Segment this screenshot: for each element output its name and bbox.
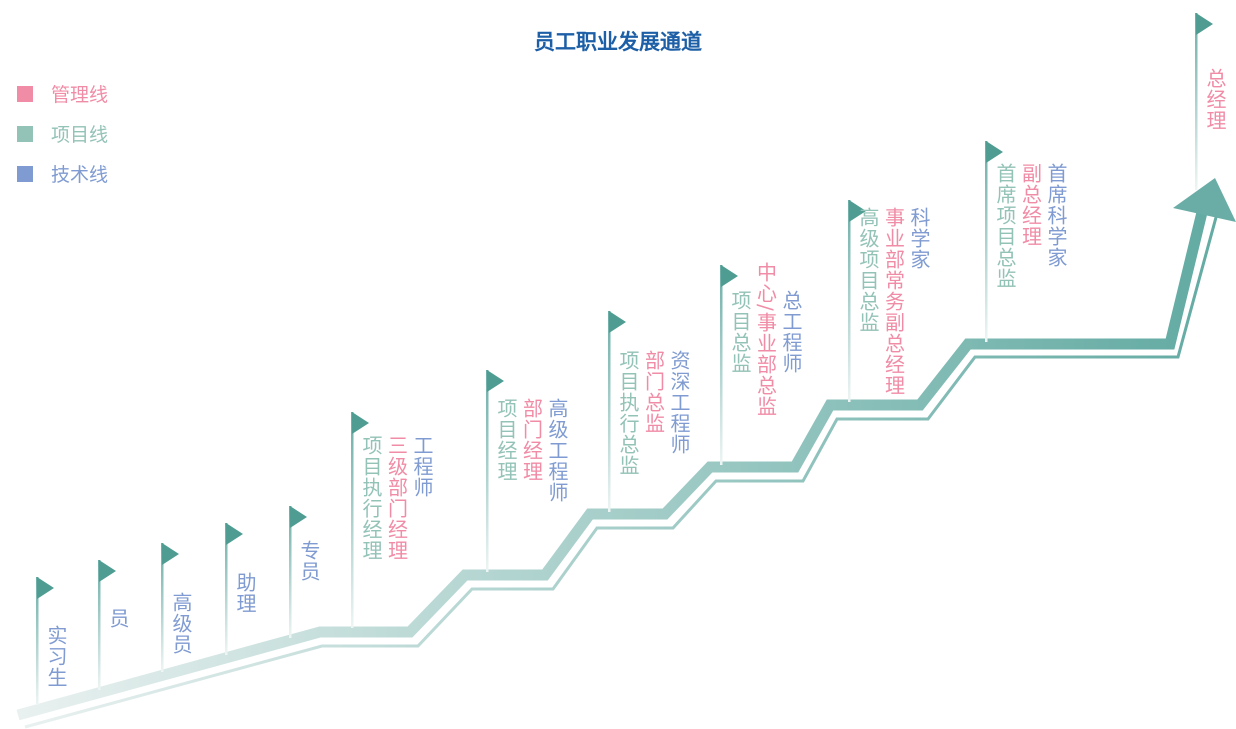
position-label: 工程师 xyxy=(410,435,434,498)
position-label: 总工程师 xyxy=(779,290,803,374)
position-label: 高级项目总监 xyxy=(856,207,880,333)
flag-pole xyxy=(608,311,611,512)
legend-swatch xyxy=(17,86,33,102)
position-label: 首席科学家 xyxy=(1044,163,1068,268)
position-label: 部门总监 xyxy=(642,350,666,434)
position-label: 中心/事业部总监 xyxy=(754,262,778,417)
flag xyxy=(99,560,116,582)
flag-pole xyxy=(351,412,354,628)
legend-item: 技术线 xyxy=(17,160,108,187)
position-label: 科学家 xyxy=(907,207,931,270)
flag xyxy=(226,523,243,545)
position-label: 首席项目总监 xyxy=(993,163,1017,289)
legend-label: 技术线 xyxy=(51,160,108,187)
position-label: 员 xyxy=(106,608,130,629)
flag-pole xyxy=(985,141,988,342)
title: 员工职业发展通道 xyxy=(0,26,1236,56)
career-diagram: 员工职业发展通道 管理线项目线技术线 实习生 员 高级员 助理专员 项目执行经理三级部门… xyxy=(0,0,1236,729)
flag-pole xyxy=(486,370,489,572)
flag xyxy=(352,412,369,434)
legend-swatch xyxy=(17,166,33,182)
position-label: 部门经理 xyxy=(520,398,544,482)
position-label: 高级工程师 xyxy=(545,398,569,503)
position-label: 三级部门经理 xyxy=(385,435,409,561)
position-label: 项目经理 xyxy=(494,398,518,482)
flag xyxy=(37,577,54,599)
flag xyxy=(721,265,738,287)
legend-label: 管理线 xyxy=(51,80,108,107)
position-label: 副总经理 xyxy=(1019,163,1043,247)
position-label: 资深工程师 xyxy=(667,350,691,455)
legend-swatch xyxy=(17,126,33,142)
flag xyxy=(290,506,307,528)
flag-pole xyxy=(848,200,851,402)
legend-item: 管理线 xyxy=(17,80,108,107)
position-label: 项目执行经理 xyxy=(359,435,383,561)
flag xyxy=(162,543,179,565)
legend-label: 项目线 xyxy=(51,120,108,147)
flag xyxy=(986,141,1003,163)
flag-pole xyxy=(720,265,723,465)
position-label: 高级员 xyxy=(169,592,193,655)
legend-item: 项目线 xyxy=(17,120,108,147)
stair-band xyxy=(18,200,1205,715)
position-label: 专员 xyxy=(297,540,321,582)
position-label: 项目总监 xyxy=(728,290,752,374)
position-label: 助理 xyxy=(233,572,257,614)
flag xyxy=(609,311,626,333)
position-label: 事业部常务副总经理 xyxy=(882,207,906,396)
position-label: 项目执行总监 xyxy=(616,350,640,476)
position-label: 总经理 xyxy=(1203,68,1227,131)
position-label: 实习生 xyxy=(44,625,68,688)
flag xyxy=(487,370,504,392)
